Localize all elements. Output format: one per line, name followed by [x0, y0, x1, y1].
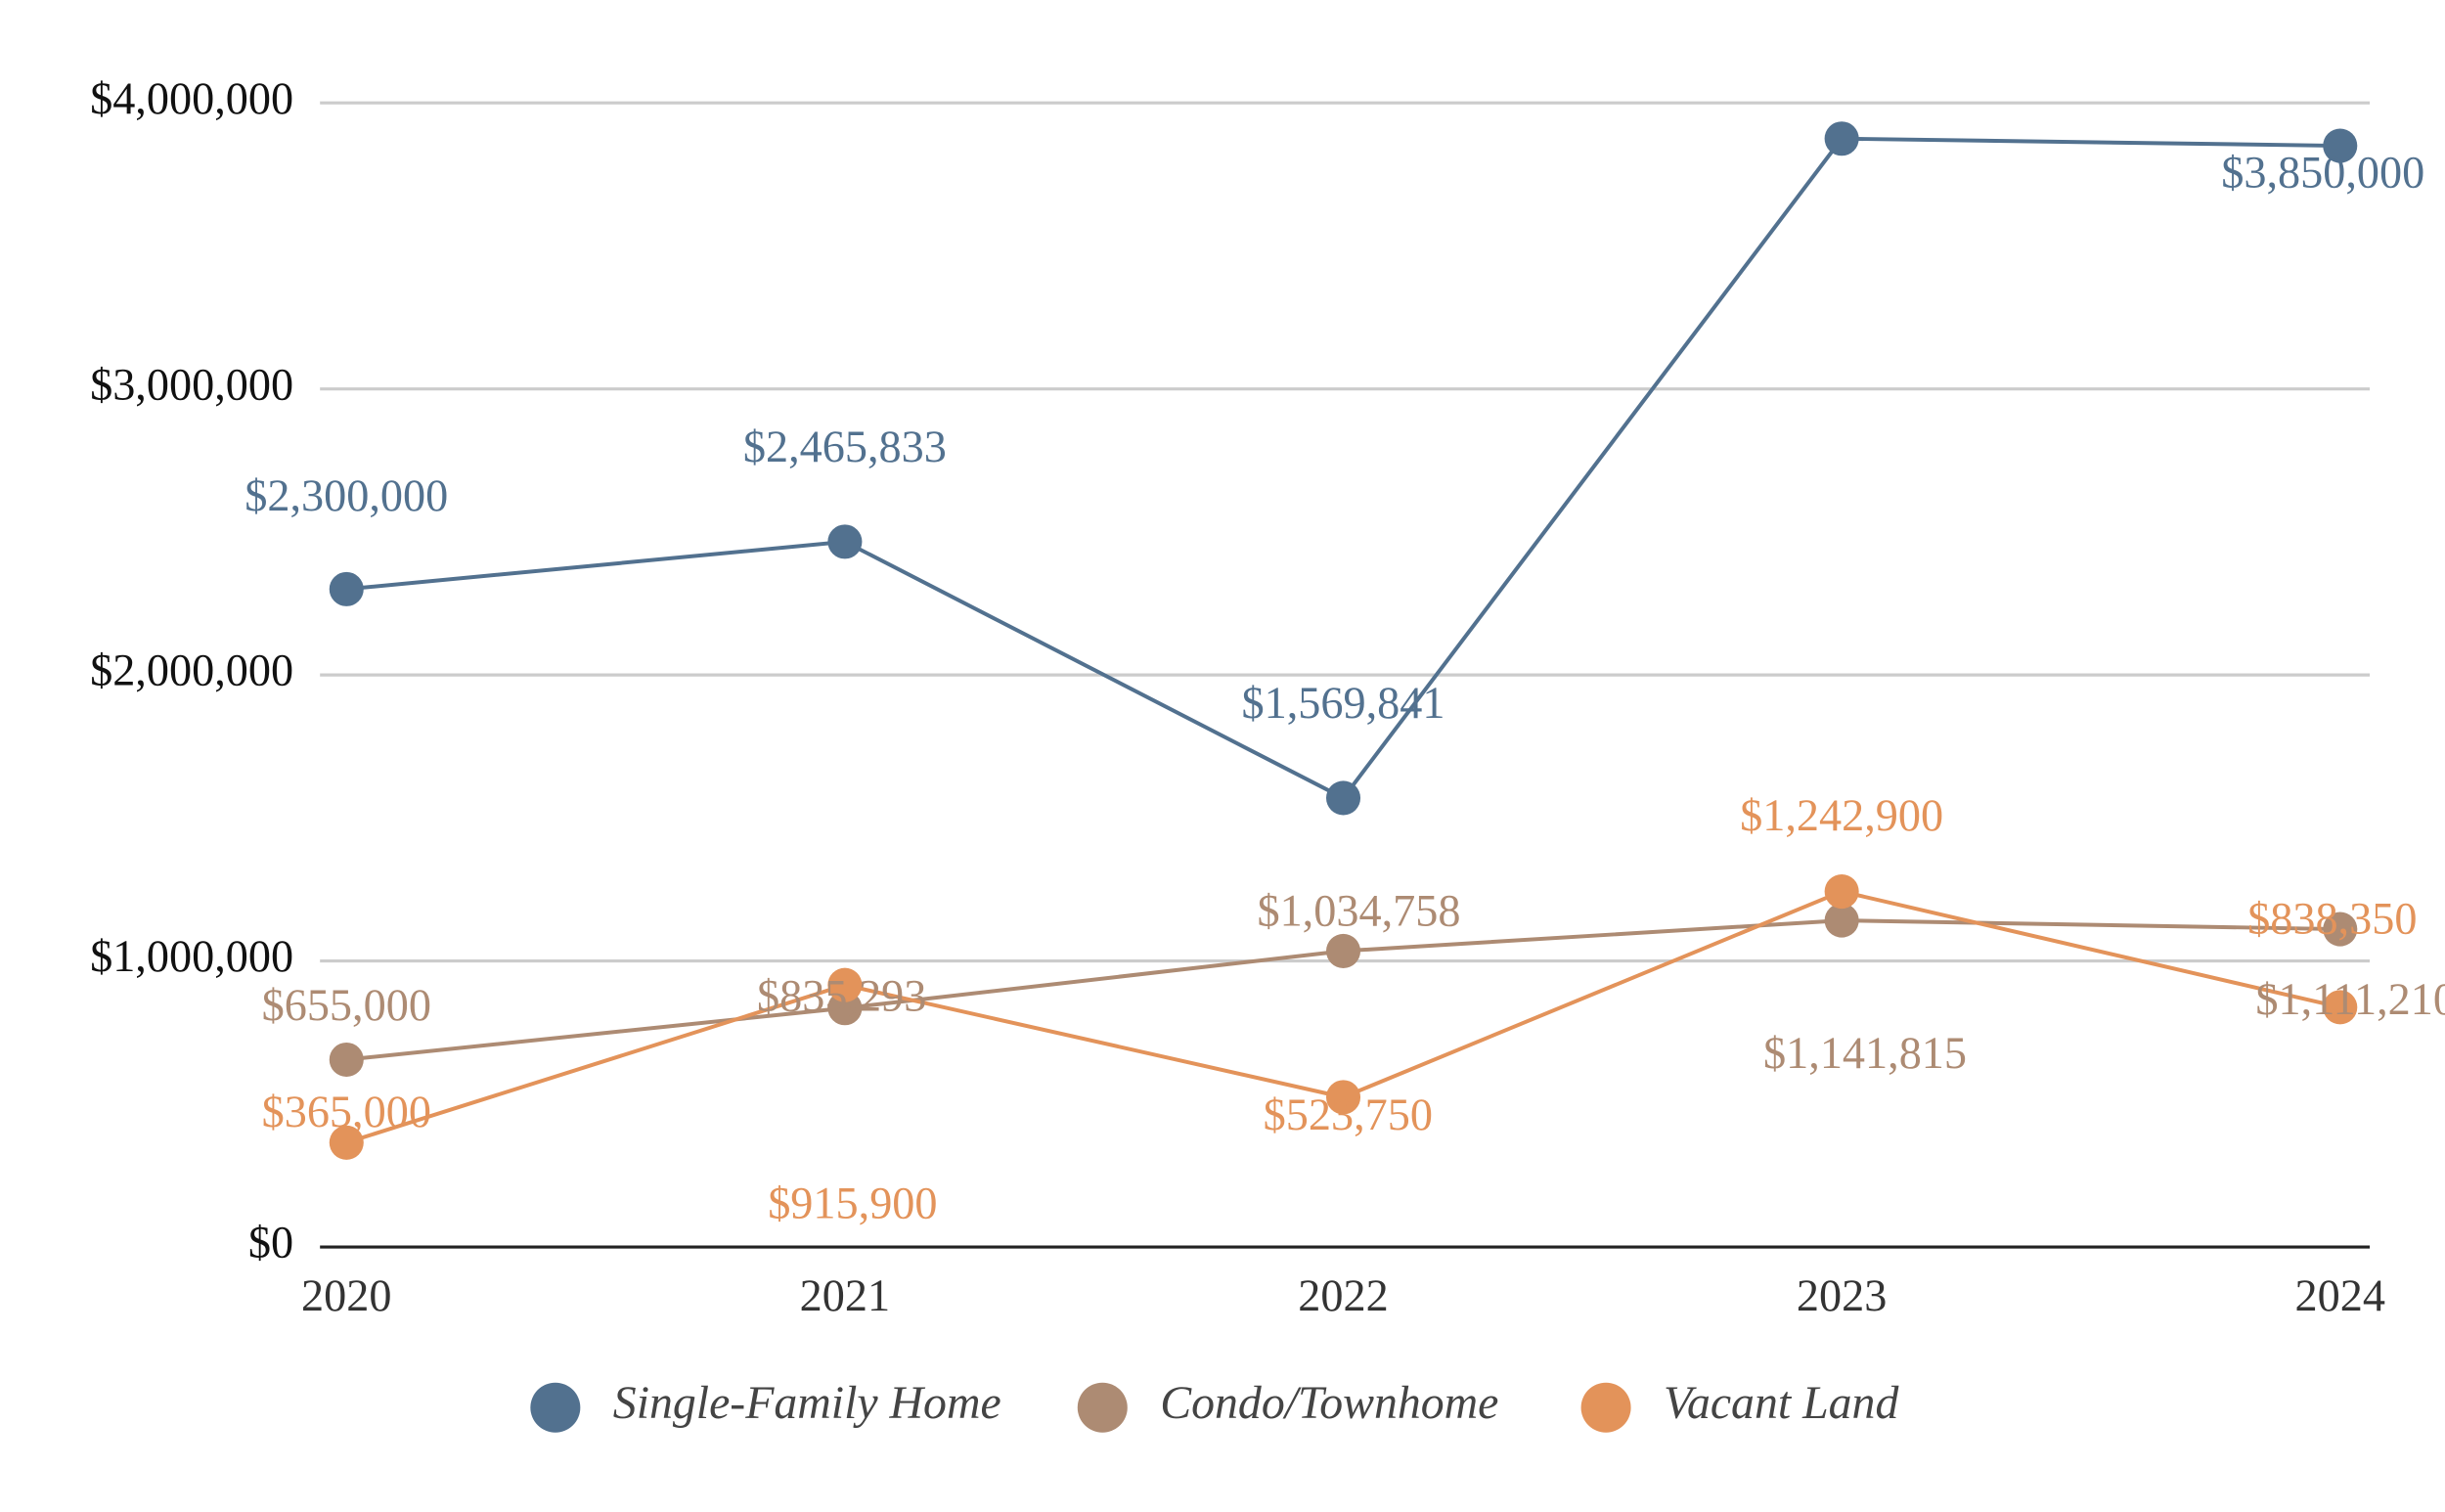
point — [1824, 121, 1859, 156]
legend-marker — [530, 1382, 581, 1433]
point — [1325, 780, 1361, 816]
legend-marker — [1580, 1382, 1631, 1433]
legend-item: Vacant Land — [1580, 1377, 1899, 1433]
data-label: $835,293 — [757, 970, 926, 1020]
data-label: $1,034,758 — [1257, 885, 1460, 935]
point — [827, 967, 863, 1002]
data-label: $1,111,210 — [2255, 974, 2445, 1024]
point — [1325, 1080, 1361, 1115]
data-label: $1,242,900 — [1740, 790, 1943, 840]
x-tick-label: 2023 — [1797, 1270, 1887, 1320]
data-label: $655,000 — [262, 980, 431, 1030]
y-tick-label: $0 — [248, 1218, 293, 1267]
x-tick-label: 2022 — [1298, 1270, 1388, 1320]
point — [827, 524, 863, 559]
legend-item: Single-Family Home — [530, 1377, 1001, 1433]
point — [1824, 903, 1859, 938]
point — [2323, 912, 2358, 947]
data-label: $3,850,000 — [2221, 148, 2424, 198]
y-tick-label: $1,000,000 — [90, 931, 293, 981]
y-tick-label: $4,000,000 — [90, 73, 293, 123]
point — [329, 1042, 364, 1078]
legend-marker — [1077, 1382, 1128, 1433]
data-label: $365,000 — [262, 1087, 431, 1136]
x-tick-label: 2024 — [2295, 1270, 2385, 1320]
data-label: $838,350 — [2247, 893, 2417, 943]
legend-label: Condo/Townhome — [1160, 1377, 1498, 1429]
data-label: $1,141,815 — [1763, 1028, 1967, 1078]
x-tick-label: 2020 — [301, 1270, 391, 1320]
data-label: $2,300,000 — [244, 470, 448, 520]
data-label: $2,465,833 — [743, 422, 947, 471]
point — [2323, 128, 2358, 163]
data-label: $523,750 — [1264, 1090, 1433, 1139]
legend-item: Condo/Townhome — [1077, 1377, 1498, 1433]
data-label: $1,569,841 — [1242, 678, 1445, 728]
point — [329, 1125, 364, 1160]
point — [329, 571, 364, 606]
y-tick-label: $3,000,000 — [90, 359, 293, 409]
point — [1824, 874, 1859, 910]
data-label: $915,900 — [768, 1178, 937, 1228]
legend-label: Single-Family Home — [613, 1377, 1001, 1429]
point — [2323, 990, 2358, 1025]
point — [1325, 933, 1361, 968]
x-tick-label: 2021 — [800, 1270, 890, 1320]
y-tick-label: $2,000,000 — [90, 645, 293, 695]
legend-label: Vacant Land — [1664, 1377, 1899, 1429]
